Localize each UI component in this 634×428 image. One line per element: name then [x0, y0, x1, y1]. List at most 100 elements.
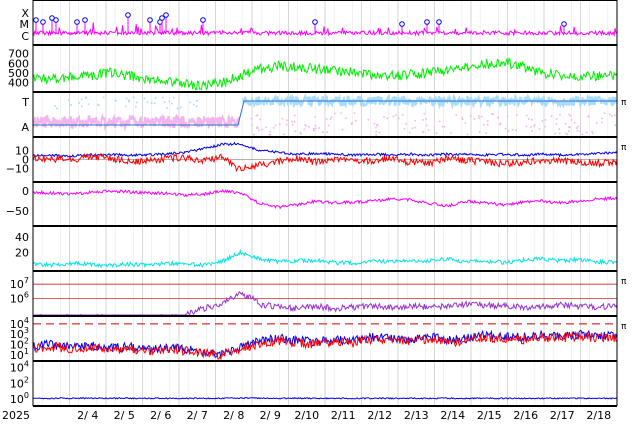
away-sector-point [544, 125, 546, 128]
toward-sector-point [70, 104, 73, 106]
away-sector-point [515, 129, 517, 131]
away-sector-point [461, 118, 464, 121]
away-sector-point [422, 119, 424, 121]
away-sector-point [411, 127, 414, 130]
away-sector-point [341, 128, 344, 131]
toward-sector-point [173, 96, 175, 99]
away-sector-point [373, 122, 376, 125]
toward-sector-point [85, 96, 87, 99]
away-sector-point [567, 126, 570, 128]
away-sector-point [603, 112, 606, 114]
away-sector-point [340, 112, 343, 114]
away-sector-point [329, 118, 332, 120]
away-sector-band [32, 113, 240, 132]
by-tick-label: −50 [6, 205, 29, 218]
series-layer [32, 12, 618, 400]
away-sector-point [250, 117, 252, 120]
toward-sector-point [192, 103, 195, 106]
away-sector-point [587, 115, 589, 118]
toward-sector-point [150, 102, 153, 104]
away-sector-point [414, 126, 416, 129]
toward-sector-point [128, 100, 130, 103]
bt-line [32, 141, 618, 158]
bz-tick-label: 10 [15, 145, 29, 158]
toward-sector-point [135, 105, 137, 108]
flare-marker [125, 12, 131, 18]
away-sector-point [269, 130, 271, 133]
flare-marker [424, 19, 430, 25]
away-sector-point [299, 131, 302, 134]
away-sector-point [533, 124, 535, 127]
away-sector-point [274, 124, 277, 127]
away-sector-point [480, 115, 483, 118]
away-sector-point [376, 124, 378, 126]
flare-flux-line [32, 22, 618, 37]
away-sector-point [261, 128, 264, 131]
away-sector-point [383, 116, 385, 118]
away-sector-point [291, 123, 294, 126]
away-sector-point [286, 119, 288, 122]
away-sector-point [576, 129, 579, 132]
away-sector-point [565, 132, 567, 135]
away-sector-point [257, 127, 259, 129]
away-sector-point [351, 122, 353, 124]
toward-sector-point [168, 100, 171, 103]
away-sector-point [392, 115, 395, 118]
away-sector-point [294, 130, 297, 133]
toward-sector-point [170, 102, 173, 105]
away-sector-point [278, 123, 281, 126]
by-tick-label: 0 [22, 185, 29, 198]
electron-flux-low-line [32, 331, 618, 361]
away-sector-point [482, 123, 485, 126]
away-sector-point [516, 114, 518, 117]
away-sector-point [558, 128, 561, 130]
ta-label-a: A [21, 121, 29, 134]
electron-tick-label: 101 [10, 347, 29, 362]
away-sector-point [375, 131, 378, 133]
away-sector-point [568, 113, 570, 116]
x-tick-label: 2/11 [331, 409, 356, 422]
toward-sector-point [125, 97, 128, 100]
away-sector-point [253, 133, 255, 136]
away-sector-point [570, 118, 573, 121]
speed-tick-label: 400 [8, 76, 29, 89]
away-sector-point [490, 113, 493, 115]
away-sector-point [569, 114, 572, 117]
away-sector-point [591, 130, 593, 133]
away-sector-point [305, 124, 308, 127]
away-sector-point [595, 122, 598, 124]
away-sector-point [325, 118, 328, 121]
flare-marker [82, 17, 88, 23]
toward-sector-point [124, 105, 127, 108]
away-sector-point [441, 125, 444, 128]
away-sector-point [611, 115, 613, 117]
toward-sector-point [81, 105, 83, 107]
away-sector-point [367, 118, 370, 121]
electron-flux-high-line [32, 329, 618, 360]
away-sector-point [577, 125, 579, 128]
away-sector-point [530, 126, 532, 128]
toward-sector-point [143, 97, 146, 100]
away-sector-point [477, 115, 480, 117]
away-sector-point [575, 127, 578, 129]
away-sector-point [425, 124, 428, 127]
toward-sector-point [195, 99, 198, 102]
class-label-m: M [20, 18, 30, 31]
away-sector-point [378, 131, 381, 134]
away-sector-point [487, 120, 489, 122]
flare-marker [200, 17, 206, 23]
toward-sector-point [161, 96, 164, 99]
away-sector-point [314, 127, 317, 130]
away-sector-point [251, 124, 254, 126]
away-sector-point [256, 127, 258, 130]
toward-sector-point [87, 103, 90, 105]
away-sector-point [386, 117, 389, 120]
away-sector-point [466, 133, 469, 136]
x-tick-label: 2/12 [367, 409, 392, 422]
away-sector-point [555, 118, 558, 120]
toward-sector-point [96, 103, 99, 106]
away-sector-point [443, 125, 446, 128]
flare-marker [312, 19, 318, 25]
away-sector-point [256, 126, 258, 129]
toward-sector-point [56, 107, 58, 110]
